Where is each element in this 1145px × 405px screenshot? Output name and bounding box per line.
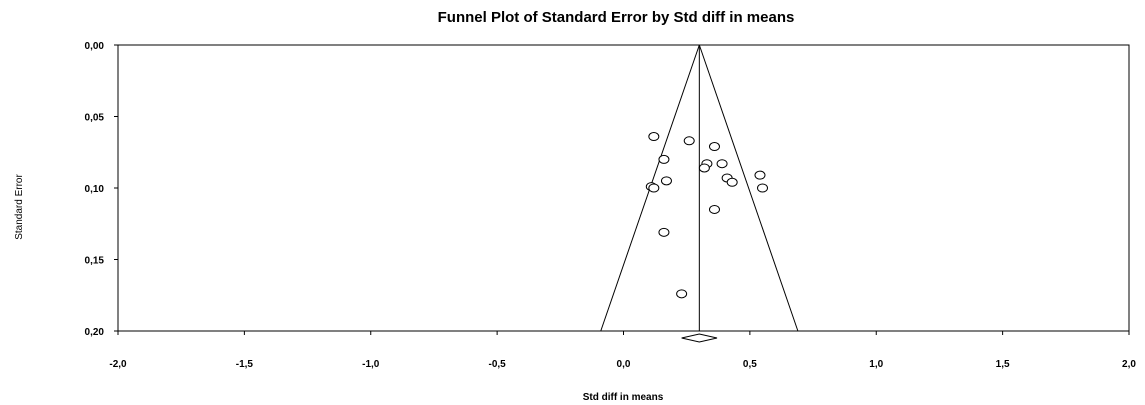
study-point (757, 183, 769, 193)
study-point (708, 142, 720, 152)
summary-diamond (681, 333, 718, 343)
study-point (683, 136, 695, 146)
x-tick-label: -0,5 (489, 359, 507, 370)
study-point (676, 289, 688, 299)
study-point (726, 177, 738, 187)
study-point (648, 183, 660, 193)
y-tick-label: 0,20 (85, 327, 105, 338)
y-tick-label: 0,00 (85, 41, 105, 52)
study-point (658, 227, 670, 237)
y-tick-label: 0,15 (85, 256, 105, 267)
y-tick-label: 0,10 (85, 184, 105, 195)
x-tick-label: -1,0 (362, 359, 380, 370)
study-points (645, 132, 769, 299)
x-tick-label: 0,5 (743, 359, 757, 370)
x-tick-label: 1,0 (869, 359, 883, 370)
study-point (648, 132, 660, 142)
x-tick-label: 1,5 (996, 359, 1010, 370)
y-axis-label: Standard Error (14, 174, 25, 240)
x-tick-label: -1,5 (236, 359, 254, 370)
y-tick-label: 0,05 (85, 113, 105, 124)
study-point (658, 154, 670, 164)
study-point (754, 170, 766, 180)
funnel-right-line (698, 44, 799, 332)
x-axis-ticks: -2,0 -1,5 -1,0 -0,5 0,0 0,5 1,0 1,5 2,0 (109, 331, 1136, 370)
summary-diamond-shape (681, 333, 718, 343)
study-point (708, 204, 720, 214)
study-point (660, 176, 672, 186)
x-axis-label: Std diff in means (583, 392, 664, 403)
x-tick-label: -2,0 (109, 359, 127, 370)
study-point (698, 163, 710, 173)
plot-area-frame (117, 44, 1130, 332)
x-tick-label: 2,0 (1122, 359, 1136, 370)
y-axis-ticks: 0,00 0,05 0,10 0,15 0,20 (85, 41, 118, 338)
chart-title: Funnel Plot of Standard Error by Std dif… (438, 9, 795, 26)
x-tick-label: 0,0 (617, 359, 631, 370)
study-point (716, 159, 728, 169)
